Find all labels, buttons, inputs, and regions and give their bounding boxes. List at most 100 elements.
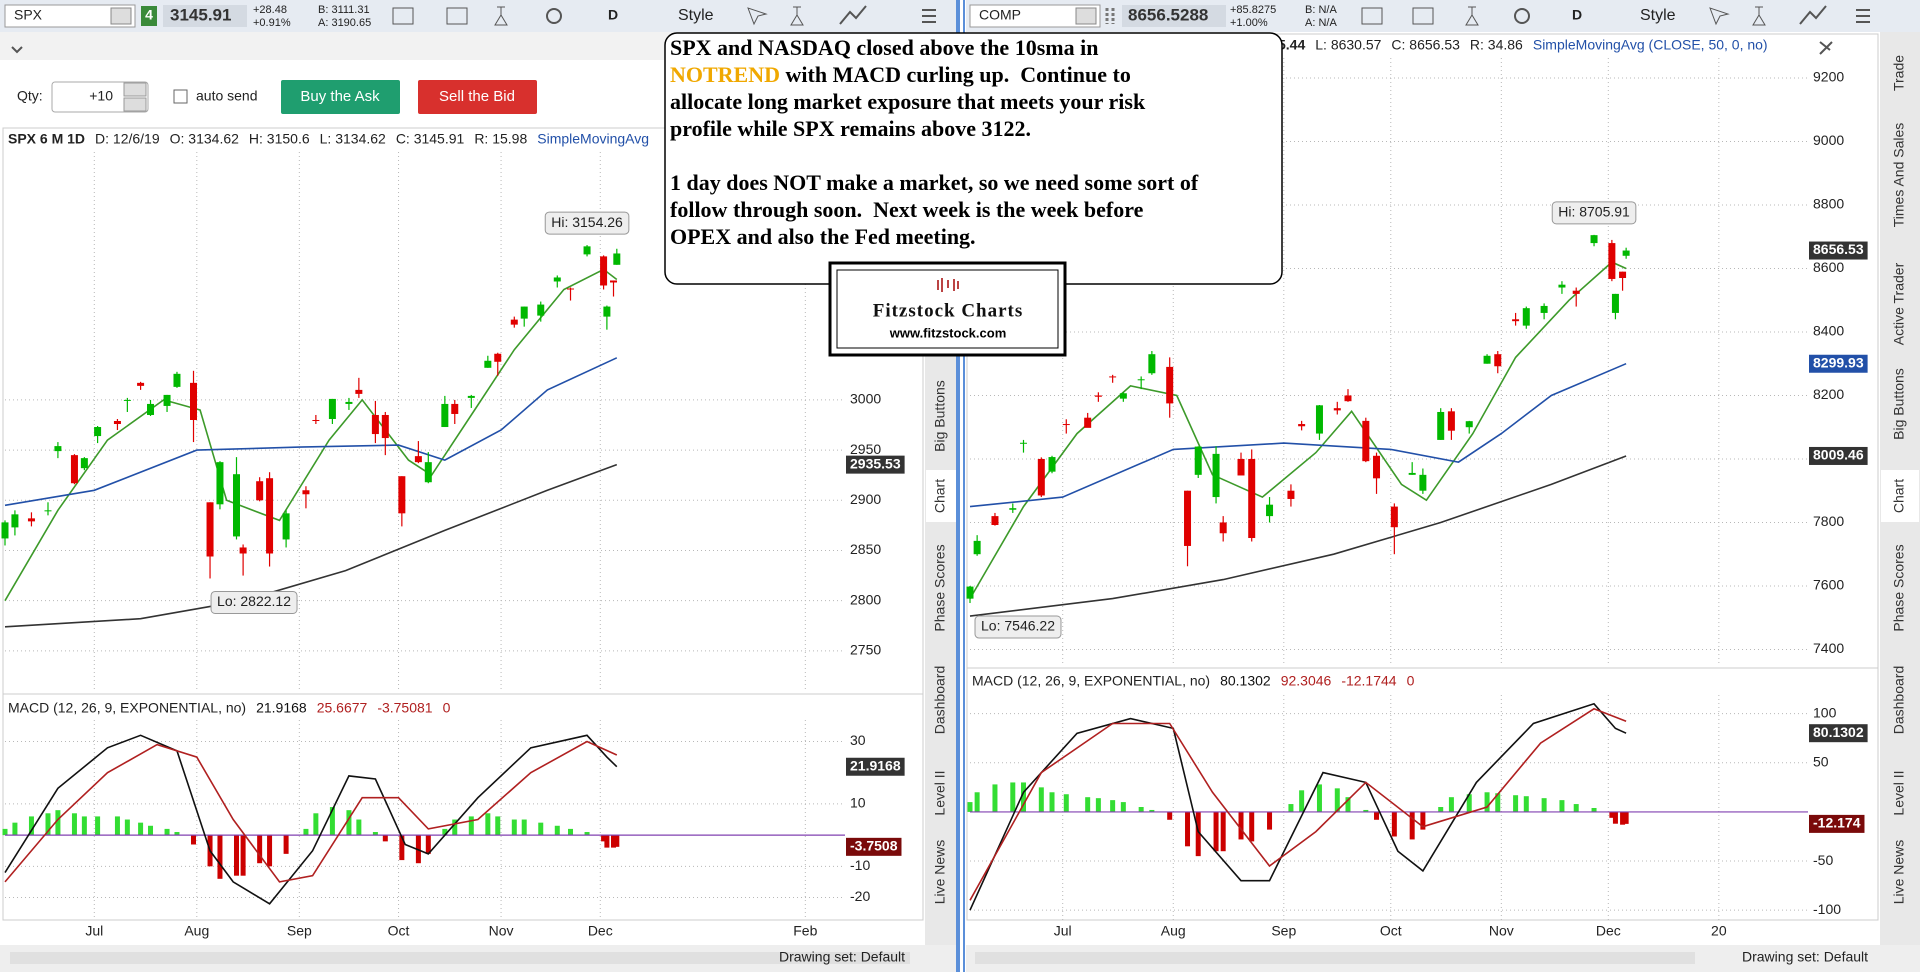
x-tick-label: Feb [793, 923, 817, 939]
x-tick-label: Nov [1489, 923, 1514, 939]
symbol-box[interactable] [4, 4, 136, 28]
flask-icon[interactable] [1465, 6, 1479, 26]
candle-body [27, 518, 35, 522]
value-tag [1809, 446, 1868, 465]
histogram-bar [233, 835, 239, 876]
symbol-box[interactable] [969, 4, 1101, 28]
y-tick-label: -10 [850, 857, 870, 873]
candle-body [1344, 395, 1352, 402]
macd-header: 21.9168 [256, 700, 307, 716]
link-icon[interactable] [1105, 8, 1115, 24]
side-tab[interactable]: Trade [1891, 55, 1907, 91]
histogram-bar [1513, 795, 1519, 812]
menu-icon[interactable] [922, 9, 936, 23]
drawing-set[interactable]: Drawing set: Default [1742, 949, 1868, 965]
sell-button[interactable] [418, 80, 537, 114]
drawing-icon[interactable] [839, 5, 867, 25]
histogram-bar [191, 835, 197, 845]
cursor-icon[interactable] [1709, 7, 1730, 26]
study-icon[interactable] [1412, 7, 1434, 25]
auto-send-checkbox[interactable] [173, 89, 188, 104]
side-tab[interactable]: Big Buttons [1891, 368, 1907, 440]
candle-body [328, 398, 336, 419]
link-box[interactable] [141, 6, 157, 26]
candle-body [520, 306, 528, 319]
histogram-bar [346, 810, 352, 836]
dropdown[interactable] [1075, 7, 1097, 25]
expand-icon[interactable] [1819, 41, 1833, 55]
side-tab[interactable]: Active Trader [1891, 262, 1907, 345]
side-tab[interactable]: Level II [932, 770, 948, 815]
y-tick-label: 8400 [1813, 323, 1844, 339]
flask-icon[interactable] [494, 6, 508, 26]
qty-label: Qty: [17, 88, 43, 104]
x-tick-label: Oct [388, 923, 410, 939]
histogram-bar [1020, 782, 1026, 812]
scrollbar[interactable] [10, 952, 910, 964]
drawing-set[interactable]: Drawing set: Default [779, 949, 905, 965]
y-tick-label: 2850 [850, 541, 881, 557]
period[interactable]: D [608, 7, 618, 23]
settings-icon[interactable] [546, 8, 562, 24]
histogram-bar [604, 835, 610, 848]
value-tag [1809, 241, 1868, 260]
side-tab[interactable]: Live News [1891, 840, 1907, 905]
side-tab[interactable]: Level II [1891, 770, 1907, 815]
y-tick-label: 8600 [1813, 259, 1844, 275]
y-tick-label: 100 [1813, 704, 1837, 720]
candle-body [1558, 284, 1566, 288]
style[interactable]: Style [1640, 7, 1676, 24]
share-icon[interactable] [1361, 7, 1383, 25]
histogram-bar [1185, 811, 1191, 847]
side-tab[interactable]: Phase Scores [932, 544, 948, 631]
side-tab[interactable]: Chart [1891, 479, 1907, 513]
candle-body [1219, 522, 1227, 534]
cursor-icon[interactable] [747, 7, 768, 26]
candle-body [123, 399, 131, 401]
side-tab[interactable]: Dashboard [932, 666, 948, 735]
qty-up[interactable] [123, 82, 147, 97]
side-tab[interactable]: Live News [932, 840, 948, 905]
period[interactable]: D [1572, 7, 1582, 23]
histogram-bar [1120, 802, 1126, 812]
histogram-bar [1623, 811, 1629, 824]
style[interactable]: Style [678, 7, 714, 24]
drawing-icon[interactable] [1799, 5, 1827, 25]
side-tab[interactable]: Phase Scores [1891, 544, 1907, 631]
value-tag [1809, 354, 1868, 373]
study-icon[interactable] [446, 7, 468, 25]
x-tick-label: Jul [85, 923, 103, 939]
x-tick-label: Sep [1271, 923, 1296, 939]
histogram-bar [71, 813, 77, 836]
histogram-bar [1038, 787, 1044, 812]
value-tag-label: -12.174 [1813, 815, 1861, 831]
histogram-bar [1299, 790, 1305, 812]
candle-body [451, 403, 459, 414]
moving-average [969, 362, 1627, 508]
collapse[interactable] [11, 46, 23, 54]
menu-icon[interactable] [1856, 9, 1870, 23]
flask-icon[interactable] [1752, 6, 1766, 26]
histogram-bar [174, 832, 180, 836]
qty-down[interactable] [123, 97, 147, 112]
side-tab[interactable]: Big Buttons [932, 380, 948, 452]
side-tab[interactable]: Chart [932, 479, 948, 513]
header-field: C: 8656.53 [1391, 37, 1460, 53]
header-field: SimpleMovingAvg (CLOSE, 50, 0, no) [1533, 37, 1768, 53]
moving-average [969, 261, 1627, 600]
header-field: 5.44 [1278, 37, 1305, 53]
share-icon[interactable] [392, 7, 414, 25]
flask-icon[interactable] [790, 6, 804, 26]
side-tab[interactable]: Times And Sales [1891, 123, 1907, 228]
buy-button[interactable] [281, 80, 400, 114]
settings-icon[interactable] [1514, 8, 1530, 24]
active-tab [1881, 470, 1919, 522]
sell-label: Sell the Bid [439, 88, 515, 105]
side-tab[interactable]: Dashboard [1891, 666, 1907, 735]
candle-body [610, 280, 618, 283]
candle-body [1608, 243, 1616, 279]
scrollbar[interactable] [975, 952, 1695, 964]
candle-body [1465, 421, 1473, 428]
dropdown[interactable] [110, 7, 132, 25]
